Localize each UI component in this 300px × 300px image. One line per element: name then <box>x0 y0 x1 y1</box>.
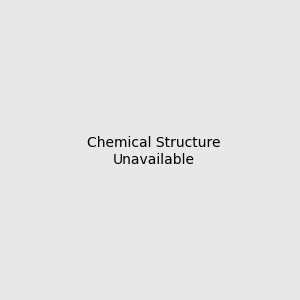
Text: Chemical Structure
Unavailable: Chemical Structure Unavailable <box>87 136 220 166</box>
